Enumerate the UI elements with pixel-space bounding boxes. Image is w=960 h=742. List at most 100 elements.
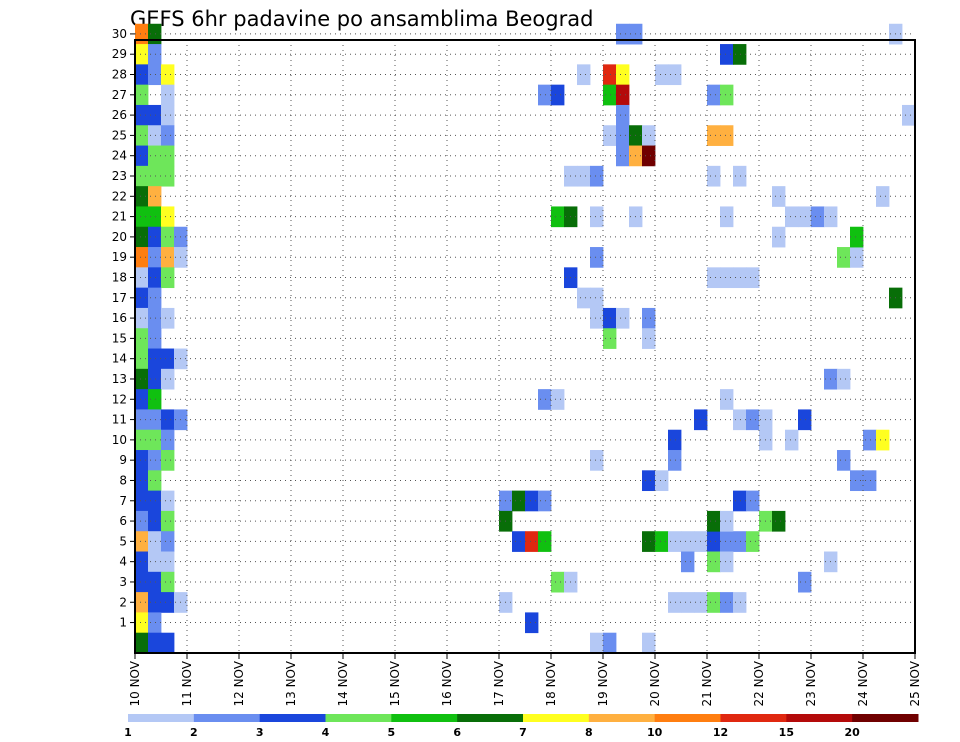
heatmap-cell xyxy=(668,64,682,86)
y-tick-label: 2 xyxy=(119,595,127,609)
heatmap-cell xyxy=(681,592,695,613)
heatmap-cell xyxy=(525,612,539,634)
heatmap-cell xyxy=(772,510,786,532)
heatmap-cell xyxy=(161,348,175,370)
heatmap-cell xyxy=(707,510,721,532)
heatmap-cell xyxy=(512,531,526,552)
heatmap-cell xyxy=(161,632,175,654)
heatmap-cell xyxy=(798,409,812,431)
heatmap-cell xyxy=(577,64,591,86)
x-tick-label: 25 NOV xyxy=(908,660,922,706)
heatmap-cell xyxy=(551,84,565,106)
x-tick-label: 23 NOV xyxy=(804,660,818,706)
y-tick-label: 23 xyxy=(112,169,127,183)
heatmap-cell xyxy=(551,389,565,410)
heatmap-cell xyxy=(538,531,552,552)
heatmap-cell xyxy=(746,531,760,552)
heatmap-cell xyxy=(590,307,604,329)
heatmap-cell xyxy=(668,592,682,613)
x-tick-label: 13 NOV xyxy=(284,660,298,706)
heatmap-cell xyxy=(837,247,851,268)
heatmap-cell xyxy=(733,44,747,65)
y-tick-label: 20 xyxy=(112,230,127,244)
y-tick-label: 6 xyxy=(119,514,127,528)
x-tick-label: 19 NOV xyxy=(596,660,610,706)
colorbar-label: 3 xyxy=(256,726,264,739)
heatmap-cell xyxy=(135,186,149,207)
heatmap-cell xyxy=(135,409,149,431)
heatmap-cell xyxy=(733,592,747,613)
heatmap-cell xyxy=(512,490,526,512)
heatmap-cell xyxy=(135,84,149,106)
heatmap-cell xyxy=(707,125,721,146)
heatmap-cell xyxy=(642,145,656,167)
heatmap-cell xyxy=(798,206,812,228)
heatmap-cell xyxy=(135,571,149,593)
heatmap-cell xyxy=(590,247,604,268)
heatmap-cell xyxy=(161,104,175,126)
x-axis: 10 NOV 11 NOV 12 NOV 13 NOV 14 NOV 15 NOV 16 N… xyxy=(128,653,922,707)
heatmap-cell xyxy=(720,389,734,410)
heatmap-cell xyxy=(733,409,747,431)
heatmap-cell xyxy=(135,307,149,329)
heatmap-cell xyxy=(603,84,617,106)
colorbar-swatch xyxy=(852,714,919,722)
heatmap-cell xyxy=(876,429,890,451)
heatmap-cell xyxy=(148,592,162,613)
y-tick-label: 14 xyxy=(112,352,127,366)
heatmap-cell xyxy=(148,450,162,471)
heatmap-cell xyxy=(135,206,149,228)
x-tick-label: 11 NOV xyxy=(180,660,194,706)
heatmap-cell xyxy=(720,206,734,228)
heatmap-cell xyxy=(135,348,149,370)
heatmap-cell xyxy=(135,267,149,289)
heatmap-cell xyxy=(148,490,162,512)
heatmap-cell xyxy=(603,64,617,86)
y-tick-label: 24 xyxy=(112,149,127,163)
y-tick-label: 18 xyxy=(112,270,127,284)
heatmap-cell xyxy=(148,145,162,167)
y-tick-label: 15 xyxy=(112,331,127,345)
heatmap-cell xyxy=(148,267,162,289)
heatmap-cell xyxy=(135,429,149,451)
heatmap-cell xyxy=(135,592,149,613)
heatmap-cell xyxy=(551,571,565,593)
heatmap-cell xyxy=(668,450,682,471)
colorbar-swatch xyxy=(193,714,261,722)
colorbar-label: 7 xyxy=(519,726,527,739)
colorbar-swatch xyxy=(786,714,853,722)
heatmap-cell xyxy=(603,328,617,349)
colorbar-swatch xyxy=(325,714,392,722)
heatmap-cell xyxy=(616,64,630,86)
heatmap-cell xyxy=(148,125,162,146)
heatmap-cell xyxy=(161,571,175,593)
heatmap-cell xyxy=(590,450,604,471)
heatmap-cell xyxy=(902,104,916,126)
heatmap-cell xyxy=(772,186,786,207)
heatmap-cell xyxy=(135,450,149,471)
heatmap-cell xyxy=(161,409,175,431)
x-tick-label: 14 NOV xyxy=(336,660,350,706)
heatmap-cell xyxy=(148,632,162,654)
grid-lines xyxy=(135,33,915,653)
heatmap-cell xyxy=(837,368,851,390)
heatmap-cell xyxy=(590,206,604,228)
colorbar-label: 15 xyxy=(779,726,794,739)
colorbar-label: 20 xyxy=(845,726,861,739)
y-tick-label: 25 xyxy=(112,128,127,142)
heatmap-cell xyxy=(148,44,162,65)
heatmap-cell xyxy=(525,531,539,552)
plot-frame xyxy=(134,39,916,654)
heatmap-cell xyxy=(148,389,162,410)
chart-title: GEFS 6hr padavine po ansamblima Beograd xyxy=(130,7,593,31)
y-tick-label: 28 xyxy=(112,68,127,82)
y-tick-label: 22 xyxy=(112,189,127,203)
x-tick-label: 18 NOV xyxy=(544,660,558,706)
x-tick-label: 16 NOV xyxy=(440,660,454,706)
x-tick-label: 24 NOV xyxy=(856,660,870,706)
heatmap-cell xyxy=(538,389,552,410)
y-tick-label: 27 xyxy=(112,88,127,102)
heatmap-cell xyxy=(551,206,565,228)
heatmap-cell xyxy=(148,226,162,248)
